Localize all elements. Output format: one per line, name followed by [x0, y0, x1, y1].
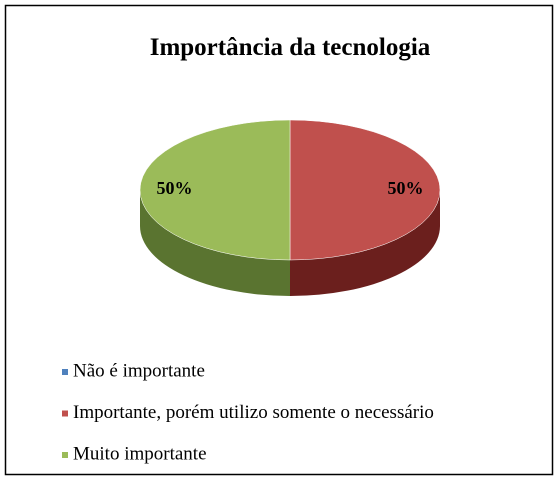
legend-label: Importante, porém utilizo somente o nece…: [73, 402, 434, 423]
slice: [139, 119, 291, 261]
slice: [289, 119, 441, 261]
legend-label: Não é importante: [73, 360, 205, 381]
slice-side: [140, 190, 290, 296]
legend-swatch: [62, 369, 68, 375]
legend-swatch: [62, 452, 68, 458]
value-label: 50%: [157, 178, 193, 198]
value-label: 50%: [388, 178, 424, 198]
legend-label: Muito importante: [73, 443, 207, 464]
chart-title: Importância da tecnologia: [150, 34, 431, 61]
legend-swatch: [62, 410, 68, 417]
slice-side: [290, 190, 440, 296]
